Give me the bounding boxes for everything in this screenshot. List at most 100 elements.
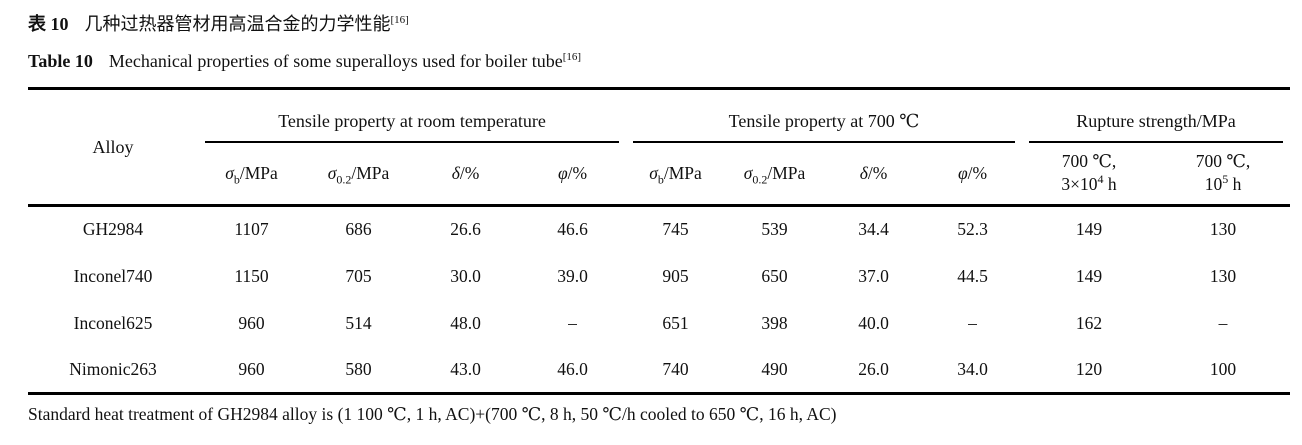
value-cell: 162: [1075, 312, 1103, 333]
sigma-symbol: σ: [743, 162, 753, 183]
value-cell: 44.5: [957, 265, 988, 286]
value-cell: 740: [662, 358, 689, 379]
paper-page: 表 10 几种过热器管材用高温合金的力学性能[16] Table 10 Mechan…: [28, 12, 1291, 424]
col-header-phi-700: φ/%: [923, 142, 1023, 207]
col-header-sigma-02-700: σ0.2/MPa: [725, 142, 825, 207]
unit-label: /%: [967, 162, 988, 183]
value-cell: 26.0: [858, 358, 889, 379]
value-cell: 37.0: [858, 265, 889, 286]
value-cell: 1107: [234, 219, 269, 240]
caption-en-citation: [16]: [562, 51, 582, 63]
value-cell: 1150: [234, 265, 269, 286]
rupture-duration-base: 10: [1204, 174, 1223, 195]
unit-label: /%: [867, 162, 888, 183]
value-cell: 40.0: [858, 312, 889, 333]
value-cell: 149: [1075, 219, 1103, 240]
value-cell: 130: [1209, 219, 1237, 240]
value-cell: 398: [761, 312, 788, 333]
value-cell: 120: [1075, 358, 1103, 379]
value-cell: 651: [662, 312, 689, 333]
value-cell: 745: [662, 219, 689, 240]
delta-symbol: δ: [451, 162, 460, 183]
table-footnote: Standard heat treatment of GH2984 alloy …: [28, 404, 837, 424]
sigma-symbol: σ: [225, 162, 234, 183]
value-cell: 52.3: [957, 219, 988, 240]
subscript: 0.2: [336, 172, 352, 187]
subscript: 0.2: [752, 172, 768, 187]
sub-header-row: σb/MPa σ0.2/MPa δ/% φ/% σb/MPa σ0.2/MPa …: [28, 142, 1291, 207]
group-header-700c-label: Tensile property at 700 ℃: [633, 97, 1016, 143]
phi-symbol: φ: [557, 162, 568, 183]
col-header-rupture-3e4h: 700 ℃, 3×104 h: [1022, 142, 1157, 207]
rupture-duration-unit: h: [1103, 174, 1117, 195]
unit-label: /%: [567, 162, 588, 183]
col-header-sigma-02-rt: σ0.2/MPa: [305, 142, 412, 207]
alloy-name-cell: Nimonic263: [69, 358, 157, 379]
superscript: 5: [1222, 172, 1229, 187]
table-row: Inconel740 1150 705 30.0 39.0 905 650 37.0 44.5 1…: [28, 253, 1290, 300]
col-header-sigma-b-rt: σb/MPa: [198, 142, 305, 207]
group-header-room-temp-label: Tensile property at room temperature: [205, 97, 620, 143]
value-cell: 580: [345, 358, 372, 379]
value-cell: 490: [761, 358, 788, 379]
sigma-symbol: σ: [649, 162, 658, 183]
alloy-name-cell: Inconel625: [73, 312, 153, 333]
group-header-row: Alloy Tensile property at room temperatu…: [28, 88, 1290, 207]
rupture-condition-line1: 700 ℃,: [1195, 151, 1251, 172]
rupture-duration-base: 3×10: [1061, 174, 1098, 195]
value-cell: –: [968, 312, 977, 333]
caption-en-title: Mechanical properties of some superalloy…: [108, 51, 563, 71]
value-cell: 960: [238, 312, 265, 333]
value-cell: 686: [345, 219, 372, 240]
rupture-condition-line1: 700 ℃,: [1061, 151, 1117, 172]
delta-symbol: δ: [859, 162, 868, 183]
caption-english: Table 10 Mechanical properties of some su…: [28, 49, 1290, 73]
unit-label: /MPa: [351, 162, 390, 183]
value-cell: 34.0: [957, 358, 988, 379]
value-cell: 39.0: [557, 265, 588, 286]
value-cell: 48.0: [450, 312, 481, 333]
properties-table: Alloy Tensile property at room temperatu…: [28, 87, 1291, 395]
caption-chinese: 表 10 几种过热器管材用高温合金的力学性能[16]: [28, 12, 1290, 36]
col-header-alloy: Alloy: [28, 88, 198, 207]
col-header-rupture-1e5h: 700 ℃, 105 h: [1156, 142, 1291, 207]
value-cell: 30.0: [450, 265, 481, 286]
caption-zh-citation: [16]: [390, 14, 409, 26]
unit-label: /MPa: [239, 162, 278, 183]
table-row: Nimonic263 960 580 43.0 46.0 740 490 26.0 34.0 12…: [28, 347, 1290, 394]
group-header-700c: Tensile property at 700 ℃: [626, 89, 1022, 143]
subscript: b: [233, 172, 240, 187]
value-cell: –: [568, 312, 577, 333]
col-header-phi-rt: φ/%: [519, 142, 627, 207]
phi-symbol: φ: [957, 162, 968, 183]
group-header-rupture-strength-label: Rupture strength/MPa: [1029, 97, 1284, 143]
value-cell: 705: [345, 265, 372, 286]
caption-en-label: Table 10: [28, 51, 93, 71]
value-cell: 650: [761, 265, 788, 286]
value-cell: 26.6: [450, 219, 481, 240]
subscript: b: [657, 172, 664, 187]
value-cell: 539: [761, 219, 788, 240]
sigma-symbol: σ: [327, 162, 337, 183]
unit-label: /MPa: [663, 162, 702, 183]
col-header-sigma-b-700: σb/MPa: [626, 142, 726, 207]
value-cell: 905: [662, 265, 689, 286]
alloy-name-cell: Inconel740: [73, 265, 153, 286]
table-body: GH2984 1107 686 26.6 46.6 745 539 34.4 52.3 149 13…: [28, 206, 1290, 394]
value-cell: 514: [345, 312, 372, 333]
caption-zh-title: 几种过热器管材用高温合金的力学性能: [84, 14, 391, 34]
col-header-delta-700: δ/%: [824, 142, 924, 207]
group-header-rupture-strength: Rupture strength/MPa: [1022, 89, 1290, 143]
rupture-duration-unit: h: [1228, 174, 1242, 195]
table-row: GH2984 1107 686 26.6 46.6 745 539 34.4 52.3 149 13…: [28, 206, 1290, 253]
value-cell: 100: [1209, 358, 1237, 379]
value-cell: 149: [1075, 265, 1103, 286]
superscript: 4: [1097, 172, 1104, 187]
table-row: Inconel625 960 514 48.0 – 651 398 40.0 – 162 –: [28, 300, 1290, 347]
value-cell: 46.6: [557, 219, 588, 240]
caption-zh-label: 表 10: [28, 14, 69, 34]
unit-label: /%: [459, 162, 480, 183]
col-header-delta-rt: δ/%: [412, 142, 519, 207]
value-cell: 43.0: [450, 358, 481, 379]
alloy-name-cell: GH2984: [82, 219, 144, 240]
